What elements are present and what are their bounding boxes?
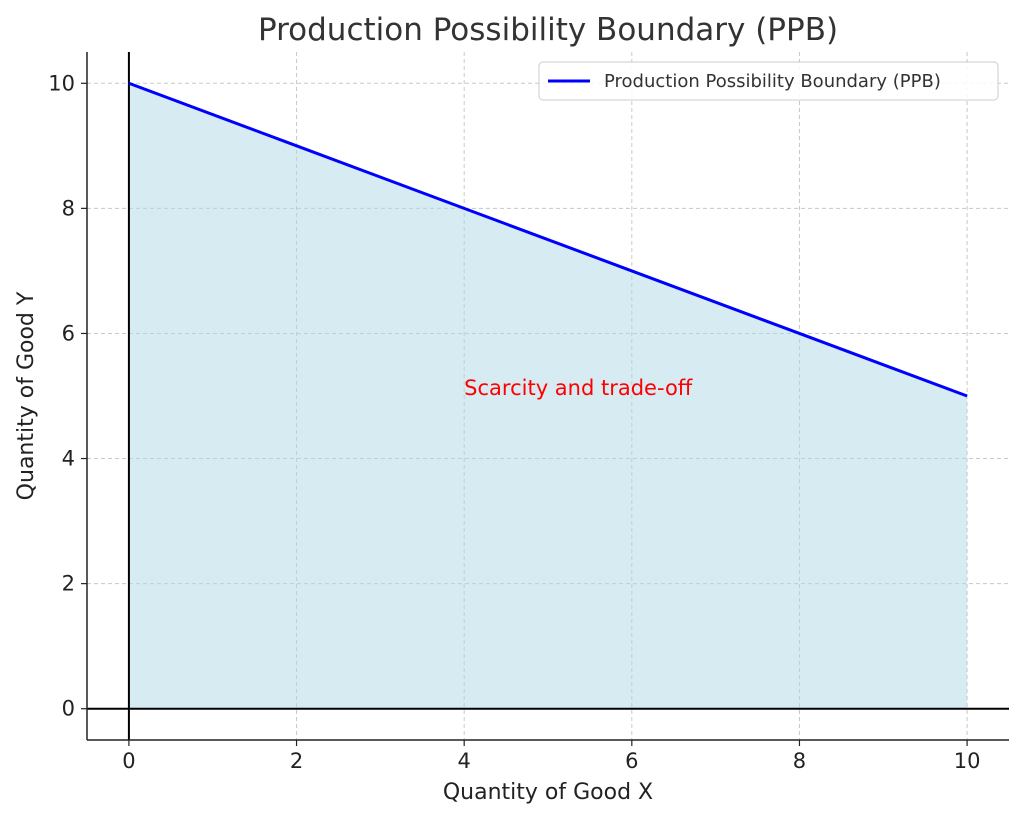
y-axis-ticks: 0 2 4 6 8 10 (48, 71, 87, 721)
legend-label: Production Possibility Boundary (PPB) (604, 71, 941, 92)
x-tick-label: 8 (793, 749, 806, 773)
y-tick-label: 10 (48, 71, 75, 95)
x-tick-label: 6 (625, 749, 638, 773)
chart-title: Production Possibility Boundary (PPB) (258, 12, 838, 48)
x-axis-ticks: 0 2 4 6 8 10 (122, 740, 980, 773)
x-tick-label: 2 (290, 749, 303, 773)
y-axis-label: Quantity of Good Y (14, 291, 39, 500)
x-tick-label: 0 (122, 749, 135, 773)
x-tick-label: 10 (954, 749, 981, 773)
ppb-fill-area (128, 83, 968, 709)
x-axis-label: Quantity of Good X (443, 780, 653, 805)
y-tick-label: 4 (62, 447, 75, 471)
y-tick-label: 6 (62, 321, 75, 345)
legend-box (538, 61, 999, 101)
axes-frame (86, 52, 1009, 741)
y-tick-label: 0 (62, 697, 75, 721)
legend: Production Possibility Boundary (PPB) (538, 61, 999, 101)
y-tick-label: 2 (62, 572, 75, 596)
x-tick-label: 4 (457, 749, 470, 773)
y-tick-label: 8 (62, 196, 75, 220)
ppb-series-line (128, 81, 968, 398)
annotation-scarcity: Scarcity and trade-off (464, 376, 693, 400)
